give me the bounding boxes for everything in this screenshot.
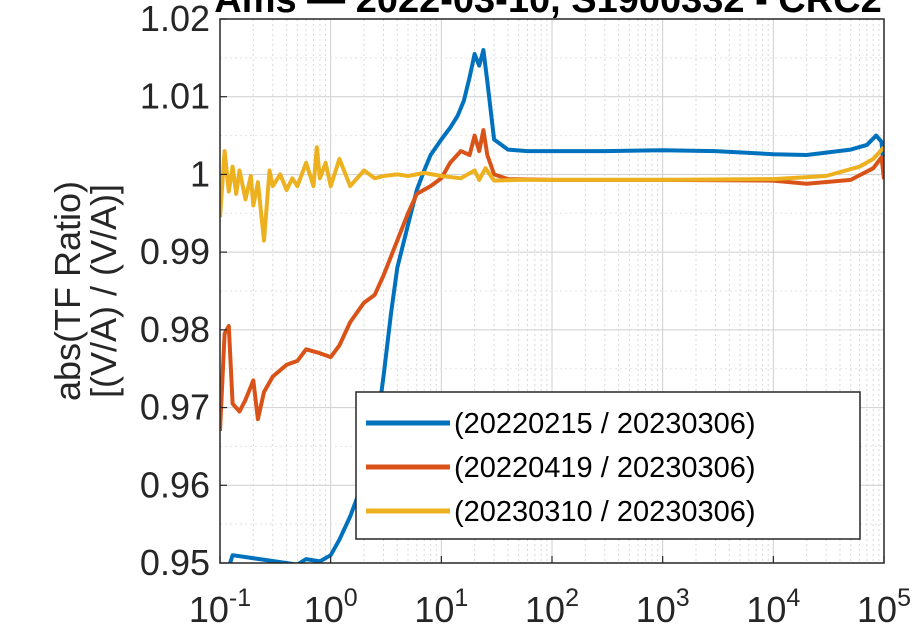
svg-text:101: 101 (414, 584, 468, 630)
svg-text:104: 104 (746, 584, 800, 630)
x-tick-label: 102 (525, 584, 579, 630)
x-tick-label: 103 (636, 584, 690, 630)
svg-text:100: 100 (304, 584, 358, 630)
y-axis-label-line1: abs(TF Ratio) (47, 181, 88, 401)
y-tick-label: 0.98 (140, 309, 210, 350)
y-axis-label-line2: [(V/A) / (V/A)] (83, 184, 124, 398)
y-tick-labels: 0.95 0.96 0.97 0.98 0.99 1 1.01 1.02 (140, 0, 210, 583)
x-tick-label: 101 (414, 584, 468, 630)
legend-label: (20230310 / 20230306) (454, 496, 756, 528)
svg-text:102: 102 (525, 584, 579, 630)
axis-ticks (219, 18, 885, 564)
x-tick-label: 10-1 (189, 584, 251, 630)
y-tick-label: 0.96 (140, 464, 210, 505)
x-tick-label: 100 (304, 584, 358, 630)
legend: (20220215 / 20230306) (20220419 / 2023030… (355, 391, 861, 540)
y-tick-label: 0.99 (140, 231, 210, 272)
x-tick-label: 104 (746, 584, 800, 630)
y-tick-label: 1 (190, 153, 210, 194)
y-tick-label: 1.01 (140, 76, 210, 117)
svg-text:105: 105 (857, 584, 911, 630)
svg-text:10-1: 10-1 (189, 584, 251, 630)
chart-title: Ams — 2022-03-10, S1900332 - CRC2 (214, 0, 882, 21)
y-tick-label: 0.95 (140, 542, 210, 583)
x-tick-label: 105 (857, 584, 911, 630)
series-line-3 (220, 145, 884, 243)
legend-label: (20220419 / 20230306) (454, 452, 756, 484)
series-line-1 (227, 48, 884, 563)
y-tick-label: 1.02 (140, 0, 210, 39)
svg-text:103: 103 (636, 584, 690, 630)
series-group (220, 48, 884, 563)
legend-label: (20220215 / 20230306) (454, 408, 756, 440)
y-tick-label: 0.97 (140, 387, 210, 428)
y-axis-label: abs(TF Ratio) [(V/A) / (V/A)] (47, 181, 124, 401)
x-tick-labels: 10-1 100 101 102 103 104 105 (189, 584, 911, 630)
